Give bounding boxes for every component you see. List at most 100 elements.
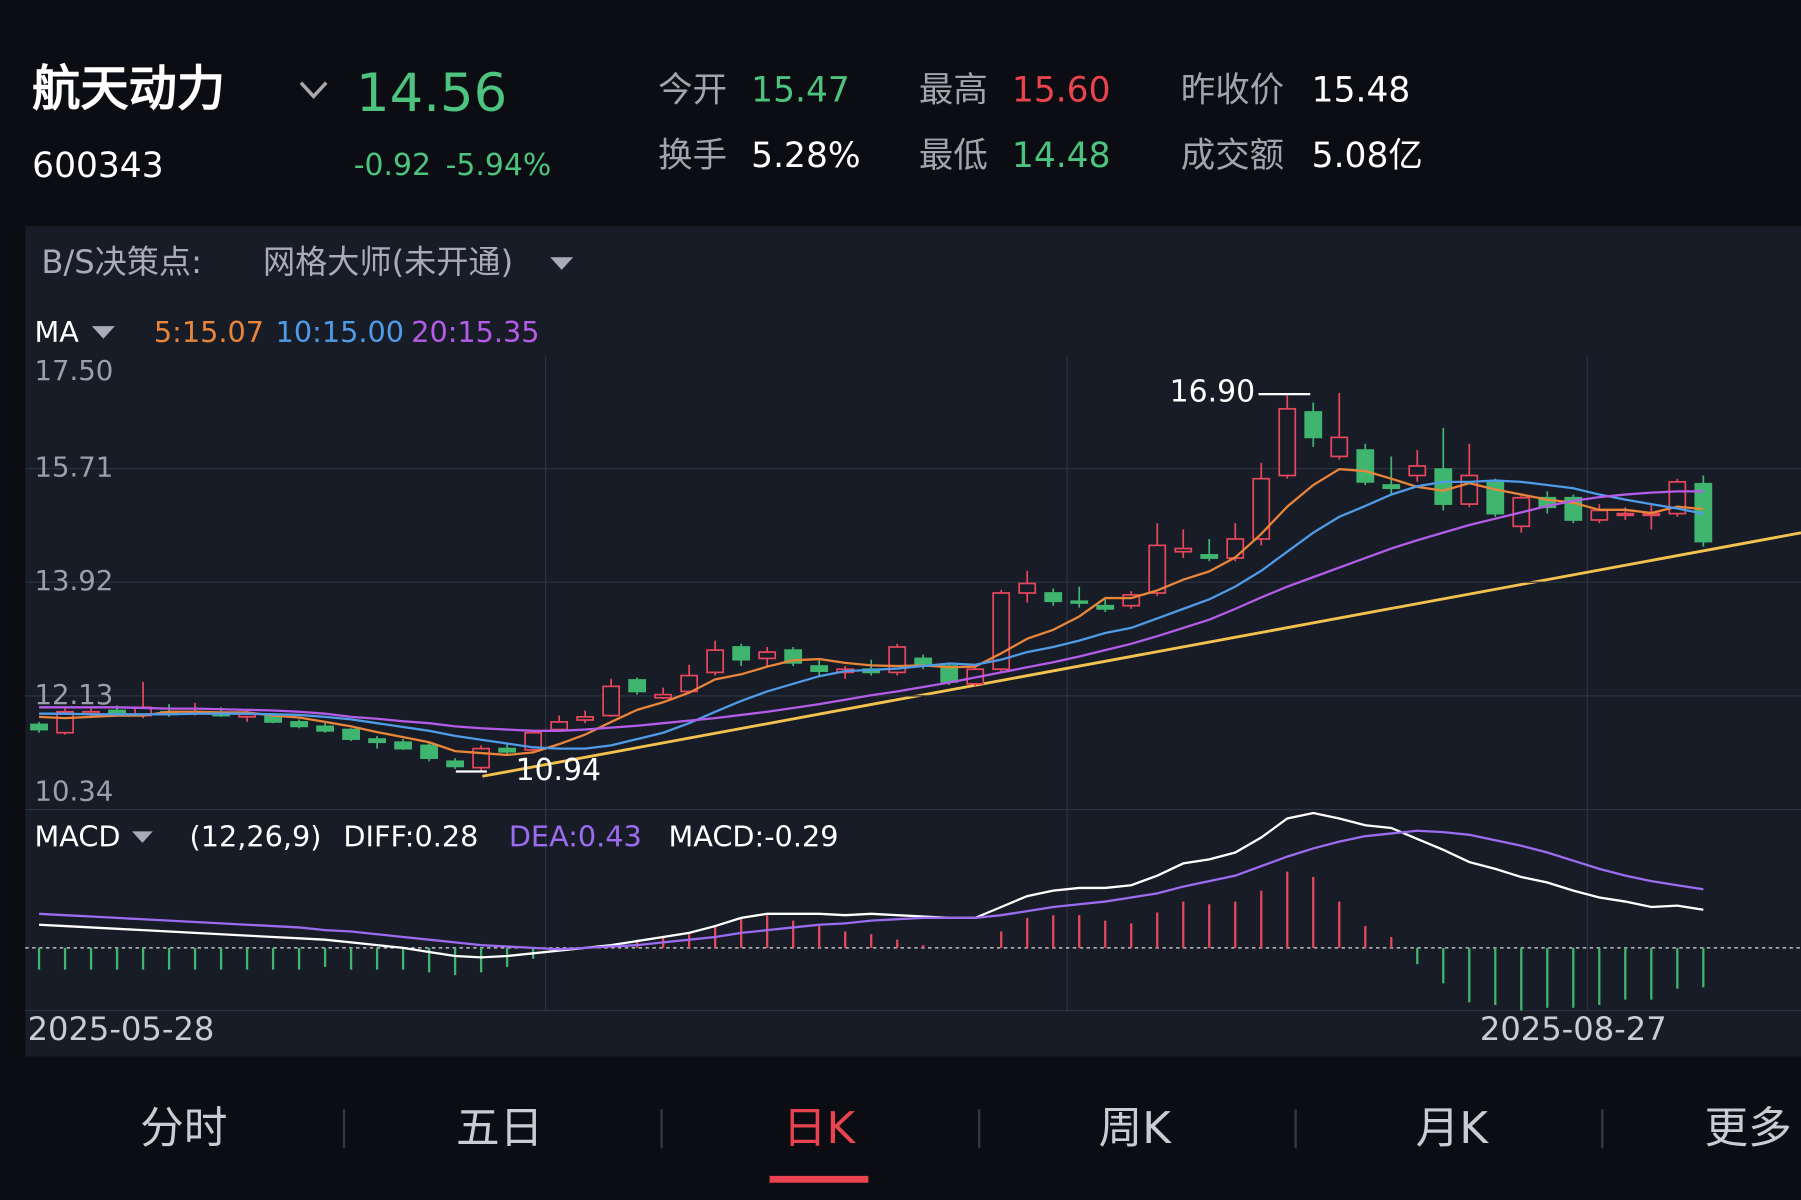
chart-panel: [25, 226, 1801, 1057]
candle-body: [1538, 496, 1557, 509]
candle-body: [1408, 465, 1427, 477]
macd-line: [38, 829, 1704, 951]
ma-line: [38, 467, 1704, 757]
stat-label: 今开: [658, 70, 727, 110]
dropdown-arrow[interactable]: [132, 831, 153, 843]
stat-label: 最高: [919, 70, 988, 110]
candle-body: [1096, 604, 1115, 610]
candle-body: [628, 679, 647, 693]
stat-label: 昨收价: [1181, 70, 1284, 110]
y-tick-label: 15.71: [34, 452, 113, 484]
y-tick-label: 17.50: [34, 355, 113, 387]
candle-body: [1460, 474, 1479, 505]
change-pct: -5.94%: [446, 148, 552, 183]
candle-body: [602, 685, 621, 717]
candle-body: [810, 665, 829, 672]
stock-code: 600343: [32, 146, 163, 186]
candle-body: [1304, 411, 1323, 439]
annotation: 16.90: [1170, 374, 1255, 409]
ma-line: [39, 490, 1704, 732]
candle-body: [1200, 554, 1219, 559]
candle-body: [1122, 594, 1141, 607]
candle-body: [1174, 547, 1193, 553]
candle-body: [1486, 480, 1505, 515]
y-tick-label: 12.13: [34, 679, 113, 711]
candle-body: [1382, 484, 1401, 490]
stats: 今开 15.47 最高 15.60 昨收价 15.48 换手 5.28% 最低 14.48 成交额 5…: [658, 70, 1423, 175]
tab-bar: 分时 五日 日K 周K 月K 更多: [140, 1103, 1792, 1183]
x-tick-label: 2025-08-27: [1480, 1010, 1667, 1048]
ma-line: [39, 479, 1704, 750]
candle-body: [1668, 480, 1687, 515]
candle-body: [576, 715, 595, 721]
ma-legend: 5:15.07: [154, 315, 264, 349]
candle-body: [30, 723, 48, 731]
tab-underline: [769, 1175, 869, 1183]
tab[interactable]: 周K: [1099, 1103, 1173, 1154]
candle-body: [1018, 582, 1037, 594]
candle-body: [1148, 544, 1167, 594]
candle-body: [290, 721, 308, 728]
stat-value: 5.08亿: [1312, 136, 1423, 176]
candle-body: [550, 721, 569, 731]
candle-body: [706, 649, 725, 674]
candle-body: [498, 747, 517, 753]
stat-label: 最低: [919, 136, 988, 176]
y-tick-label: 10.34: [34, 775, 113, 807]
candle-body: [108, 709, 126, 714]
candle-body: [394, 741, 413, 750]
stat-label: 换手: [658, 136, 727, 176]
stock-dropdown[interactable]: [299, 81, 328, 100]
ma-legend: 20:15.35: [411, 315, 539, 349]
trend-line[interactable]: [482, 531, 1801, 778]
candle-body: [1070, 600, 1089, 604]
candle-body: [1226, 538, 1245, 559]
annotation: 10.94: [516, 753, 601, 788]
change: -0.92: [354, 148, 431, 183]
stat-value: 15.47: [751, 70, 850, 110]
candle-body: [368, 738, 387, 744]
candle-body: [1278, 407, 1297, 477]
stat-label: 成交额: [1181, 136, 1284, 176]
tab[interactable]: 日K: [783, 1103, 857, 1154]
candle-body: [1616, 512, 1635, 517]
ma-label[interactable]: MA: [34, 315, 79, 349]
dropdown-arrow[interactable]: [91, 326, 115, 339]
y-tick-label: 13.92: [34, 565, 113, 597]
candle-body: [654, 693, 673, 699]
candle-body: [758, 651, 777, 660]
candle-body: [1590, 509, 1609, 521]
tab[interactable]: 五日: [456, 1103, 543, 1154]
macd-line: [38, 811, 1704, 959]
tab[interactable]: 月K: [1416, 1103, 1490, 1154]
macd-legend: DIFF:0.28: [343, 819, 478, 853]
candle-body: [1044, 592, 1063, 603]
grid-master[interactable]: 网格大师(未开通): [263, 243, 513, 281]
macd-legend: DEA:0.43: [509, 819, 642, 853]
candle-body: [420, 744, 439, 759]
candle-body: [1330, 436, 1349, 458]
stock-name: 航天动力: [32, 61, 225, 117]
tab[interactable]: 更多: [1705, 1103, 1792, 1154]
stat-value: 5.28%: [751, 136, 860, 176]
macd-label[interactable]: MACD: [34, 819, 120, 853]
ma-legend: 10:15.00: [276, 315, 404, 349]
candle-body: [472, 747, 491, 769]
stat-value: 14.48: [1012, 136, 1111, 176]
tab[interactable]: 分时: [140, 1103, 227, 1154]
bs-label: B/S决策点:: [41, 243, 202, 281]
price: 14.56: [356, 63, 507, 124]
stat-value: 15.60: [1012, 70, 1111, 110]
stat-value: 15.48: [1312, 70, 1411, 110]
candle-body: [1252, 477, 1271, 540]
macd-params: (12,26,9): [190, 819, 322, 853]
dropdown-arrow[interactable]: [550, 257, 574, 270]
x-tick-label: 2025-05-28: [28, 1010, 215, 1048]
candle-body: [446, 760, 465, 768]
candle-body: [1434, 468, 1453, 505]
candle-body: [342, 728, 361, 740]
macd-legend: MACD:-0.29: [668, 819, 838, 853]
candle-body: [316, 725, 335, 732]
